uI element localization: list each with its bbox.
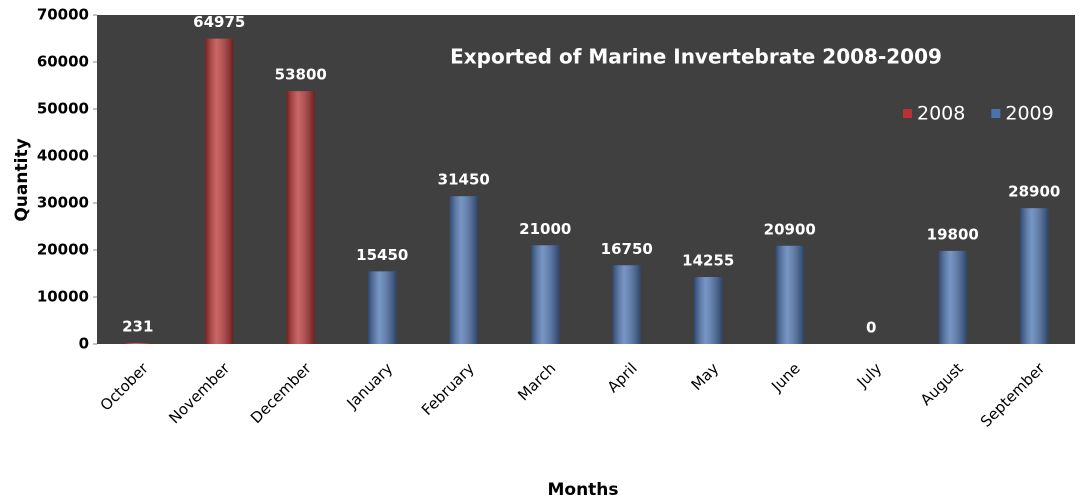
data-label: 21000 xyxy=(519,220,571,238)
y-tick-label: 70000 xyxy=(37,6,89,24)
data-label: 0 xyxy=(866,319,876,337)
data-label: 64975 xyxy=(193,13,245,31)
bar-shine xyxy=(449,196,478,344)
y-tick-label: 30000 xyxy=(37,194,89,212)
x-tick-label: October xyxy=(97,359,153,415)
x-tick-label: March xyxy=(514,359,559,404)
data-label: 53800 xyxy=(275,66,327,84)
data-label: 14255 xyxy=(682,252,734,270)
x-tick-label: August xyxy=(917,359,967,409)
bar-shine xyxy=(368,271,397,344)
y-tick-label: 0 xyxy=(79,335,89,353)
data-label: 231 xyxy=(122,317,153,335)
plot-area xyxy=(97,15,1075,344)
bar-shine xyxy=(775,245,804,344)
bar-shine xyxy=(123,342,152,344)
bar-shine xyxy=(694,277,723,344)
data-label: 15450 xyxy=(356,246,408,264)
data-label: 31450 xyxy=(438,171,490,189)
y-tick-label: 50000 xyxy=(37,100,89,118)
bar-shine xyxy=(531,245,560,344)
x-tick-label: December xyxy=(247,359,315,427)
x-tick-label: September xyxy=(977,359,1049,431)
x-axis-title: Months xyxy=(547,480,618,500)
legend-swatch xyxy=(991,109,1001,118)
data-label: 16750 xyxy=(601,240,653,258)
x-tick-label: January xyxy=(343,359,397,413)
legend-label: 2009 xyxy=(1005,103,1053,125)
x-tick-label: April xyxy=(604,359,641,396)
x-tick-label: July xyxy=(853,359,886,392)
data-label: 20900 xyxy=(764,220,816,238)
bar-shine xyxy=(938,250,967,344)
data-label: 28900 xyxy=(1008,183,1060,201)
x-tick-label: February xyxy=(418,359,478,419)
legend-label: 2008 xyxy=(917,103,965,125)
bar-shine xyxy=(612,265,641,344)
bar-shine xyxy=(286,91,315,344)
y-tick-label: 10000 xyxy=(37,288,89,306)
data-label: 19800 xyxy=(927,225,979,243)
x-tick-label: May xyxy=(688,359,723,394)
y-tick-label: 40000 xyxy=(37,147,89,165)
bar-shine xyxy=(205,38,234,345)
y-axis-title: Quantity xyxy=(12,138,32,221)
x-tick-label: November xyxy=(165,359,233,427)
bar-shine xyxy=(1020,208,1049,344)
chart-title: Exported of Marine Invertebrate 2008-200… xyxy=(450,45,942,69)
y-tick-label: 60000 xyxy=(37,53,89,71)
legend-swatch xyxy=(903,109,912,118)
y-tick-label: 20000 xyxy=(37,241,89,259)
x-tick-label: June xyxy=(767,359,804,396)
